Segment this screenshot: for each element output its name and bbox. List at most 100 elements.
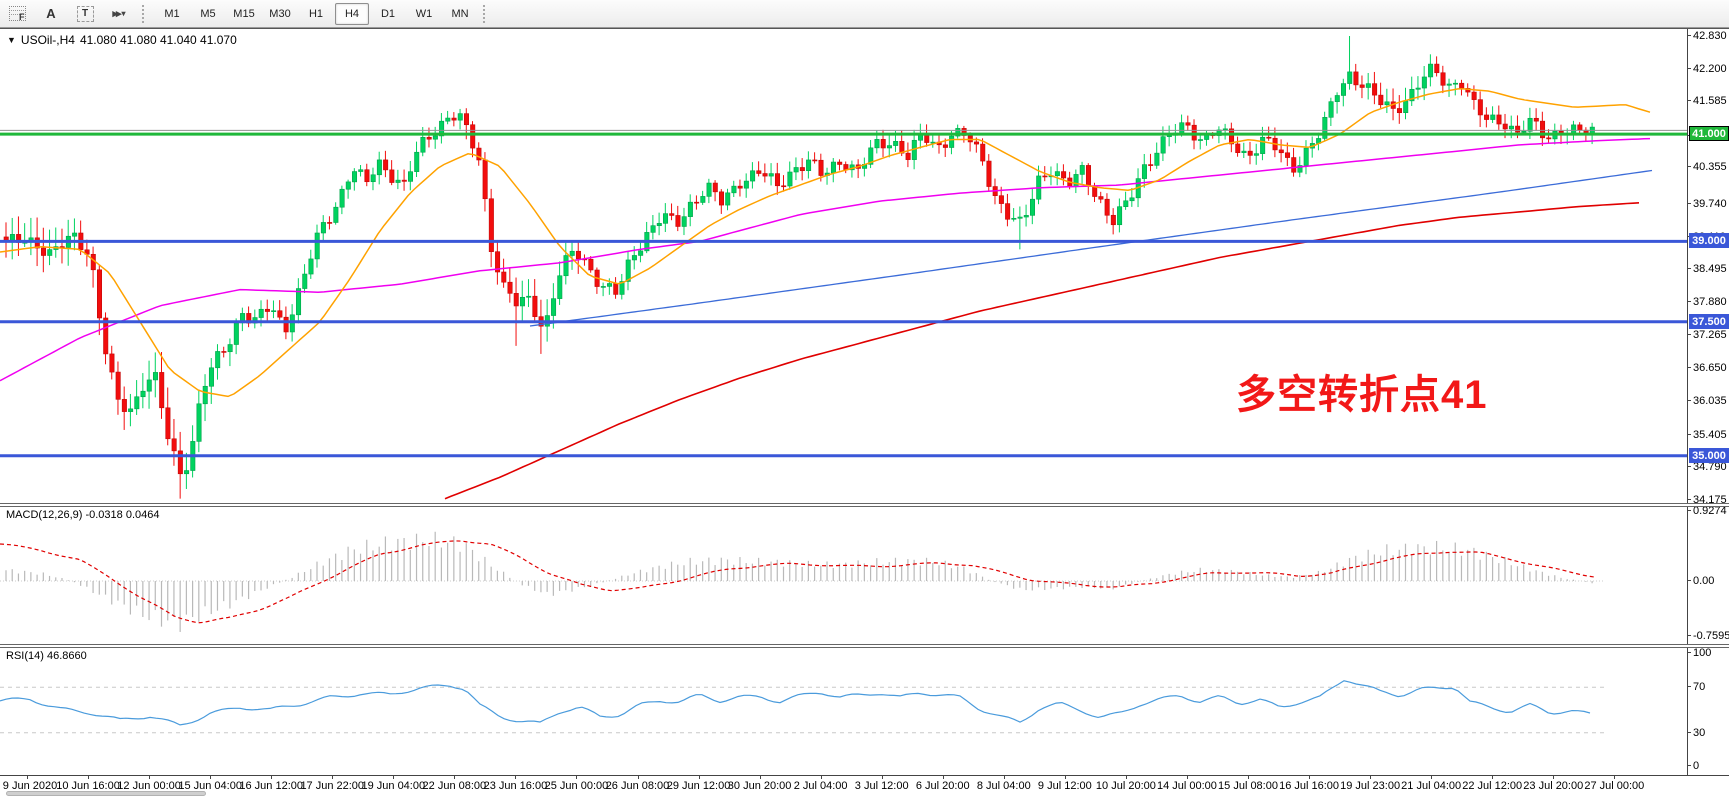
rsi-tick-label: 70 — [1688, 681, 1729, 693]
macd-tick-label: 0.9274 — [1688, 505, 1729, 517]
time-axis-label: 2 Jul 04:00 — [793, 780, 848, 792]
price-line-tag: 37.500 — [1689, 314, 1729, 329]
time-tick-mark — [1125, 776, 1127, 779]
time-axis-label: 23 Jul 20:00 — [1523, 780, 1584, 792]
price-line-tag: 41.000 — [1689, 126, 1729, 141]
time-axis-label: 27 Jul 00:00 — [1584, 780, 1645, 792]
time-axis-label: 10 Jul 20:00 — [1095, 780, 1156, 792]
timeframe-button-m5[interactable]: M5 — [200, 7, 216, 20]
ohlc-values: 41.080 41.080 41.040 41.070 — [79, 33, 237, 47]
time-axis-label: 9 Jul 12:00 — [1037, 780, 1092, 792]
rsi-pane-canvas[interactable] — [0, 647, 1687, 775]
price-axis[interactable]: 42.83042.20041.58540.97040.35539.74039.1… — [1687, 29, 1729, 775]
time-axis[interactable]: 9 Jun 2020 10 Jun 16:00 12 Jun 00:00 15 Jun… — [0, 775, 1729, 792]
price-tick-label: 42.830 — [1688, 30, 1729, 42]
time-tick-mark — [820, 776, 822, 779]
price-tick-label: 36.035 — [1688, 395, 1729, 407]
time-tick-mark — [271, 776, 273, 779]
time-tick-mark — [759, 776, 761, 779]
price-tick-label: 38.495 — [1688, 263, 1729, 275]
timeframe-button-d1[interactable]: D1 — [380, 7, 396, 20]
time-axis-label: 19 Jul 23:00 — [1340, 780, 1401, 792]
macd-tick-label: 0.00 — [1688, 575, 1729, 587]
symbol-period-title: USOil-,H4 — [20, 33, 75, 47]
timeframe-button-mn[interactable]: MN — [451, 7, 469, 20]
time-tick-mark — [1003, 776, 1005, 779]
timeframe-button-h4[interactable]: H4 — [335, 2, 369, 25]
arrows-icon: ▸▸ — [112, 8, 121, 20]
timeframe-button-m30[interactable]: M30 — [269, 7, 291, 20]
rsi-line — [0, 680, 1591, 726]
candles-layer — [3, 36, 1595, 499]
time-axis-label: 19 Jun 04:00 — [361, 780, 426, 792]
scrollbar-thumb[interactable] — [6, 791, 206, 796]
macd-signal-line — [0, 540, 1597, 624]
time-tick-mark — [1431, 776, 1433, 779]
text-label-tool-button[interactable]: T — [68, 3, 102, 25]
macd-pane-canvas[interactable] — [0, 506, 1687, 644]
time-axis-label: 14 Jul 00:00 — [1156, 780, 1217, 792]
rsi-tick-label: 100 — [1688, 647, 1729, 659]
price-tick-label: 39.740 — [1688, 198, 1729, 210]
time-tick-mark — [942, 776, 944, 779]
pane-separator[interactable] — [0, 644, 1729, 648]
time-axis-label: 30 Jun 20:00 — [727, 780, 792, 792]
time-tick-mark — [1309, 776, 1311, 779]
text-label-icon: T — [76, 5, 94, 22]
time-tick-mark — [1553, 776, 1555, 779]
pane-separator[interactable] — [0, 503, 1729, 507]
time-tick-mark — [332, 776, 334, 779]
timeframe-button-w1[interactable]: W1 — [415, 7, 433, 20]
main-chart-canvas[interactable] — [0, 30, 1687, 503]
time-axis-label: 15 Jul 08:00 — [1218, 780, 1278, 792]
chart-window[interactable]: ▼ USOil-,H4 41.080 41.080 41.040 41.070 … — [0, 28, 1729, 792]
collapse-triangle-icon[interactable]: ▼ — [7, 35, 16, 45]
chevron-down-icon[interactable]: ▾ — [121, 9, 126, 18]
time-axis-label: 9 Jun 2020 — [2, 780, 58, 792]
time-tick-mark — [393, 776, 395, 779]
price-tick-label: 37.265 — [1688, 329, 1729, 341]
price-tick-label: 41.585 — [1688, 95, 1729, 107]
time-axis-label: 17 Jun 22:00 — [300, 780, 365, 792]
rsi-indicator-label: RSI(14) 46.8660 — [6, 650, 87, 662]
arrows-tool-button[interactable]: ▸▸ ▾ — [102, 3, 136, 25]
price-tick-label: 37.880 — [1688, 296, 1729, 308]
time-tick-mark — [1370, 776, 1372, 779]
time-axis-label: 8 Jul 04:00 — [976, 780, 1031, 792]
timeframe-button-h1[interactable]: H1 — [308, 7, 324, 20]
toolbar-drag-handle[interactable] — [483, 4, 492, 23]
time-tick-mark — [1492, 776, 1494, 779]
price-tick-label: 42.200 — [1688, 63, 1729, 75]
horizontal-scrollbar[interactable] — [0, 791, 1729, 797]
time-tick-mark — [576, 776, 578, 779]
time-axis-label: 22 Jun 08:00 — [422, 780, 487, 792]
timeframe-button-m1[interactable]: M1 — [164, 7, 180, 20]
price-tick-label: 36.650 — [1688, 362, 1729, 374]
fibonacci-tool-button[interactable]: F — [0, 3, 34, 25]
time-axis-label: 29 Jun 12:00 — [666, 780, 731, 792]
ma-orange-line — [0, 88, 1651, 398]
price-line-tag: 39.000 — [1689, 233, 1729, 248]
chart-annotation-text: 多空转折点41 — [1236, 373, 1488, 417]
time-tick-mark — [637, 776, 639, 779]
chart-title-bar: ▼ USOil-,H4 41.080 41.080 41.040 41.070 — [7, 33, 237, 47]
ma-red-line — [444, 202, 1640, 500]
text-tool-button[interactable]: A — [34, 3, 68, 25]
time-tick-mark — [27, 776, 28, 779]
timeframe-button-m15[interactable]: M15 — [233, 7, 255, 20]
time-axis-label: 15 Jun 04:00 — [178, 780, 242, 792]
time-axis-label: 22 Jul 12:00 — [1462, 780, 1523, 792]
time-axis-label: 12 Jun 00:00 — [117, 780, 181, 792]
time-tick-mark — [881, 776, 883, 779]
time-axis-label: 16 Jun 12:00 — [239, 780, 303, 792]
time-axis-label: 25 Jun 00:00 — [544, 780, 609, 792]
time-axis-label: 3 Jul 12:00 — [854, 780, 909, 792]
time-tick-mark — [210, 776, 212, 779]
timeframe-button-group: M1 M5 M15 M30 H1 H4 D1 W1 MN — [155, 2, 477, 25]
time-tick-mark — [1248, 776, 1249, 779]
time-tick-mark — [1064, 776, 1066, 779]
time-axis-label: 21 Jul 04:00 — [1401, 780, 1462, 792]
toolbar-drag-handle[interactable] — [142, 4, 151, 23]
time-axis-label: 23 Jun 16:00 — [483, 780, 548, 792]
